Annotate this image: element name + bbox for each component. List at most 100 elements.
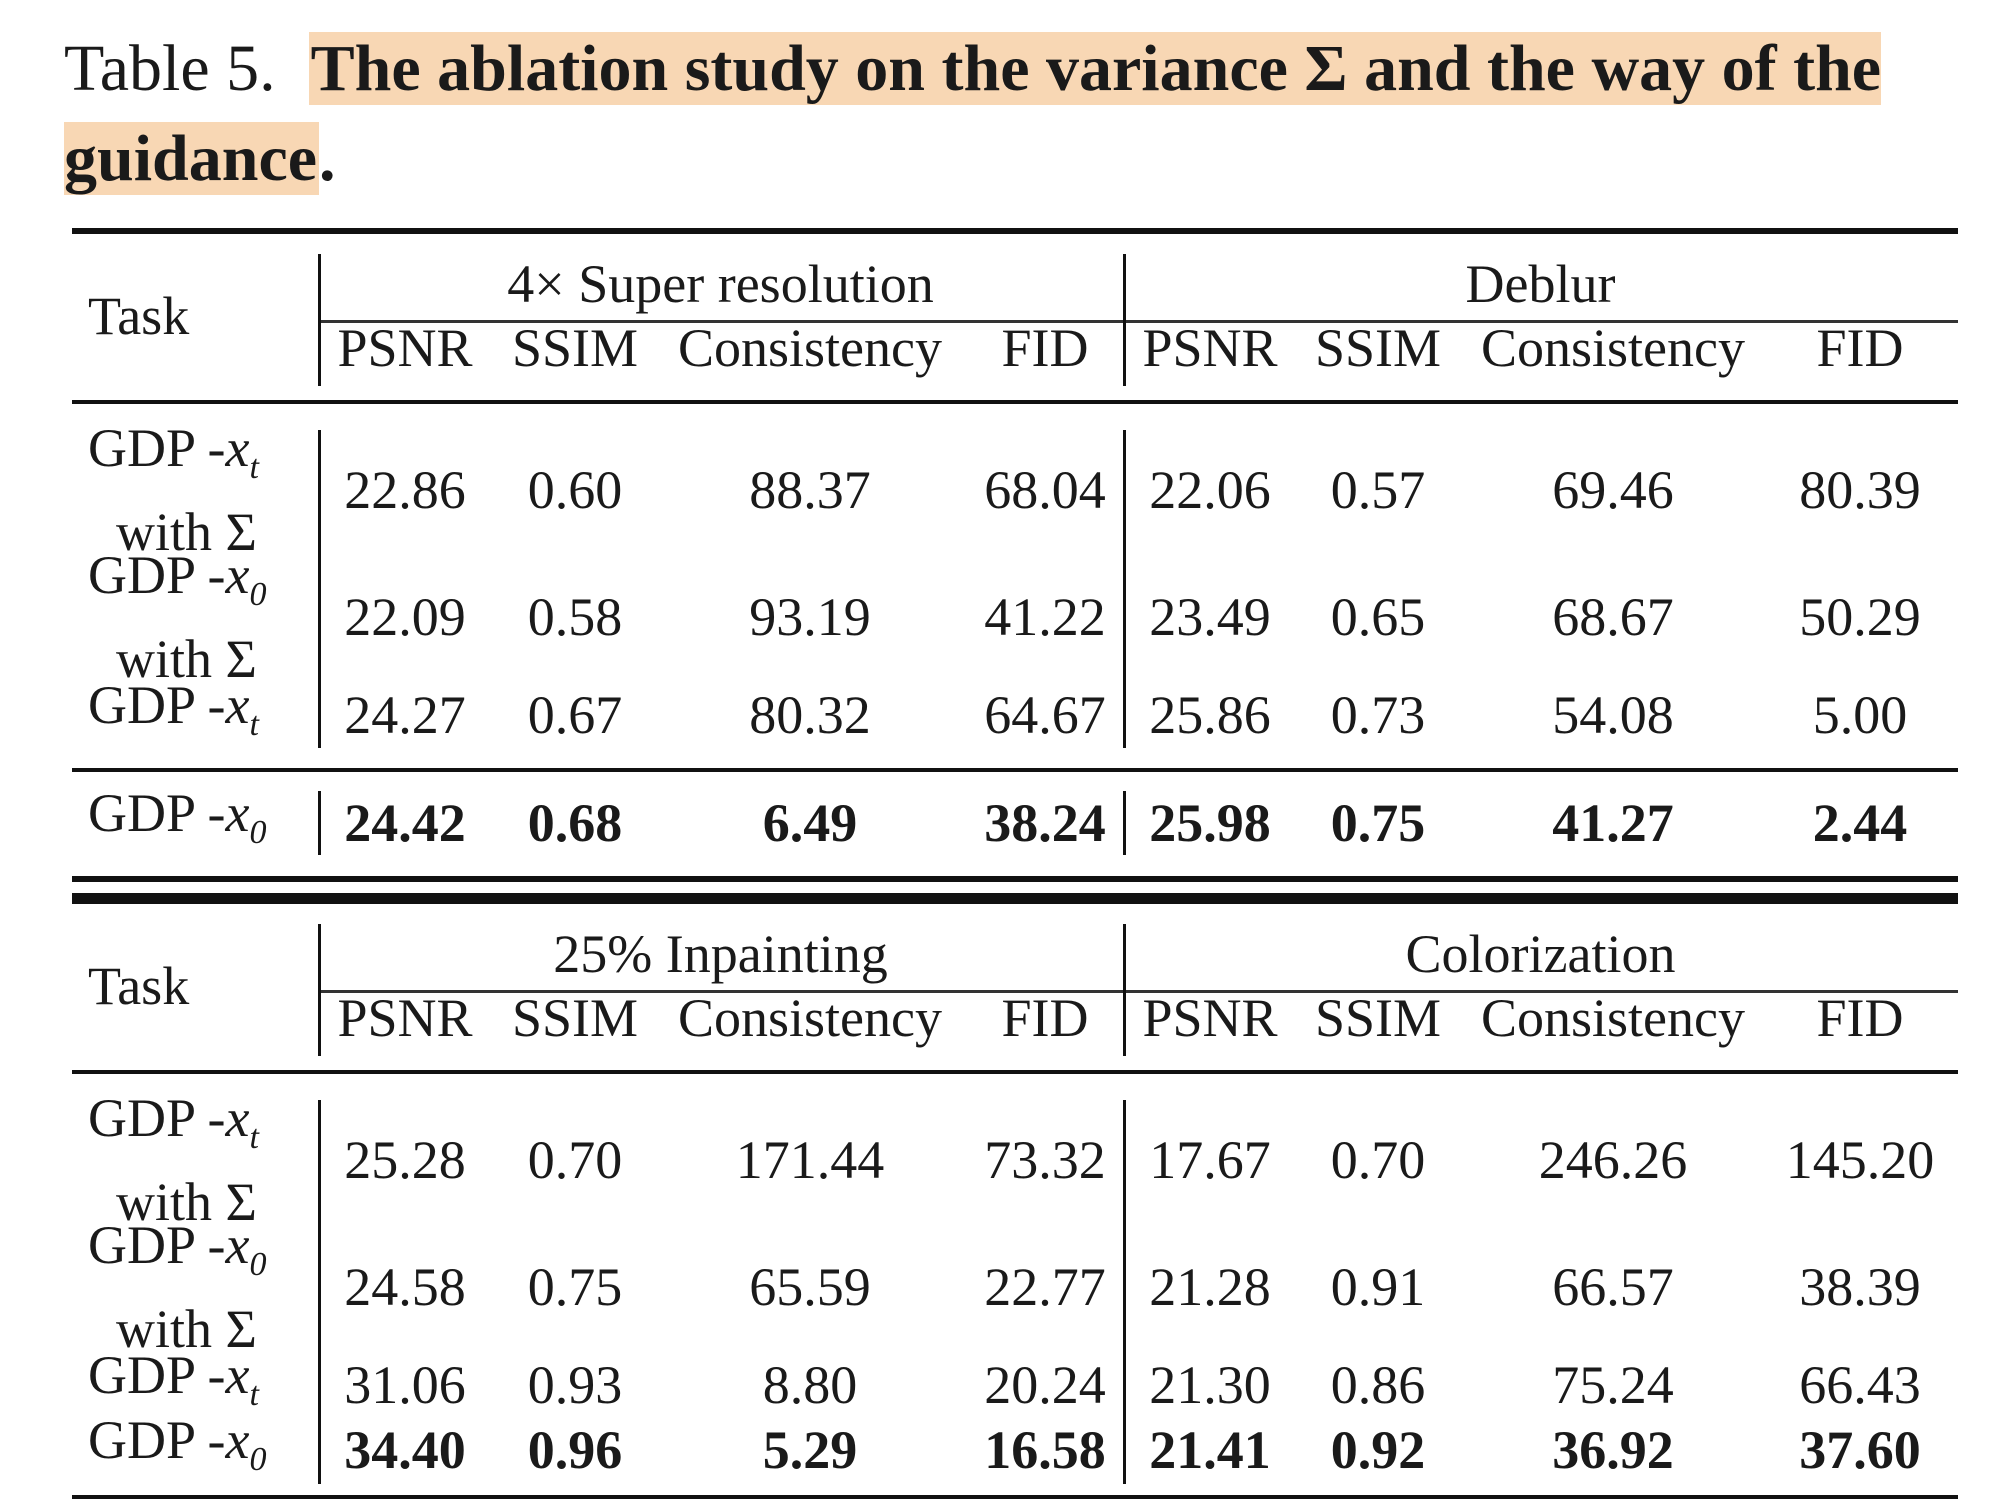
task-header: Task xyxy=(88,956,190,1016)
table-cell: 171.44 xyxy=(735,1130,885,1190)
table-cell: 21.30 xyxy=(1149,1355,1271,1415)
row-label: GDP -x0 xyxy=(88,781,308,865)
metric-header: SSIM xyxy=(1314,988,1442,1048)
header-divider xyxy=(318,254,321,386)
table-cell: 37.60 xyxy=(1799,1420,1921,1480)
row-label-subscript: t xyxy=(249,448,259,486)
task-header: Task xyxy=(88,286,190,346)
row-label-variable: x xyxy=(225,1088,250,1149)
table-cell: 68.04 xyxy=(984,460,1106,520)
table-cell: 24.42 xyxy=(344,793,466,853)
row-label: GDP -x0 with Σ xyxy=(88,1213,308,1361)
table-cell: 0.92 xyxy=(1330,1420,1426,1480)
table-cell: 22.09 xyxy=(344,587,466,647)
table-cell: 0.73 xyxy=(1330,685,1426,745)
table-cell: 23.49 xyxy=(1149,587,1271,647)
table-cell: 8.80 xyxy=(762,1355,858,1415)
row-label-variable: x xyxy=(225,1215,250,1276)
table-cell: 5.00 xyxy=(1812,685,1908,745)
table-cell: 36.92 xyxy=(1552,1420,1674,1480)
row-label-subscript: 0 xyxy=(249,813,267,851)
table-cell: 38.39 xyxy=(1799,1257,1921,1317)
body-divider xyxy=(1123,1100,1126,1484)
table-cell: 88.37 xyxy=(749,460,871,520)
group-header: Colorization xyxy=(1405,924,1676,984)
table-cell: 25.28 xyxy=(344,1130,466,1190)
table-cell: 0.75 xyxy=(527,1257,623,1317)
metric-header: PSNR xyxy=(1142,318,1278,378)
header-rule xyxy=(72,400,1958,404)
table-cell: 6.49 xyxy=(762,793,858,853)
row-label: GDP -x0 with Σ xyxy=(88,543,308,691)
table-cell: 21.28 xyxy=(1149,1257,1271,1317)
table-cell: 145.20 xyxy=(1785,1130,1935,1190)
table-bottom-rule xyxy=(72,876,1958,882)
row-label: GDP -xt with Σ xyxy=(88,416,308,564)
row-label-subscript: 0 xyxy=(249,1245,267,1283)
metric-header: PSNR xyxy=(337,988,473,1048)
table-cell: 21.41 xyxy=(1149,1420,1271,1480)
metric-header: FID xyxy=(1001,988,1089,1048)
header-divider xyxy=(1123,924,1126,1056)
row-label-variance: with Σ xyxy=(116,1298,257,1359)
table-top-rule xyxy=(72,898,1958,904)
body-divider xyxy=(318,430,321,748)
row-label: GDP -x0 xyxy=(88,1408,308,1492)
group-header: 4× Super resolution xyxy=(507,254,934,314)
row-label-variable: x xyxy=(225,783,250,844)
row-label-variable: x xyxy=(225,1410,250,1471)
table-cell: 73.32 xyxy=(984,1130,1106,1190)
table-cell: 5.29 xyxy=(762,1420,858,1480)
row-label-variable: x xyxy=(225,1345,250,1406)
body-divider xyxy=(318,1100,321,1484)
metric-header: FID xyxy=(1001,318,1089,378)
table-cell: 0.91 xyxy=(1330,1257,1426,1317)
row-label-method: GDP - xyxy=(88,418,226,479)
metric-header: FID xyxy=(1816,988,1904,1048)
table-cell: 0.68 xyxy=(527,793,623,853)
table-cell: 22.77 xyxy=(984,1257,1106,1317)
table-cell: 2.44 xyxy=(1812,793,1908,853)
header-rule xyxy=(72,1070,1958,1074)
row-label-method: GDP - xyxy=(88,1215,226,1276)
metric-header: PSNR xyxy=(1142,988,1278,1048)
metric-header: PSNR xyxy=(337,318,473,378)
metric-header: SSIM xyxy=(511,318,639,378)
metric-header: SSIM xyxy=(511,988,639,1048)
row-label: GDP -xt xyxy=(88,1343,308,1427)
table-cell: 50.29 xyxy=(1799,587,1921,647)
table-cell: 25.86 xyxy=(1149,685,1271,745)
table-cell: 64.67 xyxy=(984,685,1106,745)
table-cell: 0.70 xyxy=(1330,1130,1426,1190)
row-label-method: GDP - xyxy=(88,1345,226,1406)
table-caption: Table 5. The ablation study on the varia… xyxy=(64,24,1984,204)
row-label-variable: x xyxy=(225,418,250,479)
table-cell: 0.70 xyxy=(527,1130,623,1190)
row-label-subscript: 0 xyxy=(249,1440,267,1478)
metric-header: Consistency xyxy=(678,318,942,378)
body-divider xyxy=(1123,430,1126,748)
group-header: 25% Inpainting xyxy=(553,924,888,984)
table-cell: 41.22 xyxy=(984,587,1106,647)
row-label: GDP -xt xyxy=(88,673,308,757)
row-label-method: GDP - xyxy=(88,1088,226,1149)
caption-highlight: The ablation study on the variance Σ and… xyxy=(64,32,1882,195)
table-cell: 0.60 xyxy=(527,460,623,520)
table-cell: 65.59 xyxy=(749,1257,871,1317)
metric-header: FID xyxy=(1816,318,1904,378)
table-cell: 80.32 xyxy=(749,685,871,745)
table-cell: 24.58 xyxy=(344,1257,466,1317)
table-cell: 0.67 xyxy=(527,685,623,745)
header-divider xyxy=(318,924,321,1056)
table-cell: 66.57 xyxy=(1552,1257,1674,1317)
table-cell: 31.06 xyxy=(344,1355,466,1415)
group-underline xyxy=(318,990,1958,993)
row-label-subscript: t xyxy=(249,705,259,743)
table-cell: 0.58 xyxy=(527,587,623,647)
row-label-method: GDP - xyxy=(88,545,226,606)
table-cell: 0.93 xyxy=(527,1355,623,1415)
row-label-variance: with Σ xyxy=(116,628,257,689)
table-cell: 34.40 xyxy=(344,1420,466,1480)
table-cell: 22.06 xyxy=(1149,460,1271,520)
table-cell: 0.96 xyxy=(527,1420,623,1480)
